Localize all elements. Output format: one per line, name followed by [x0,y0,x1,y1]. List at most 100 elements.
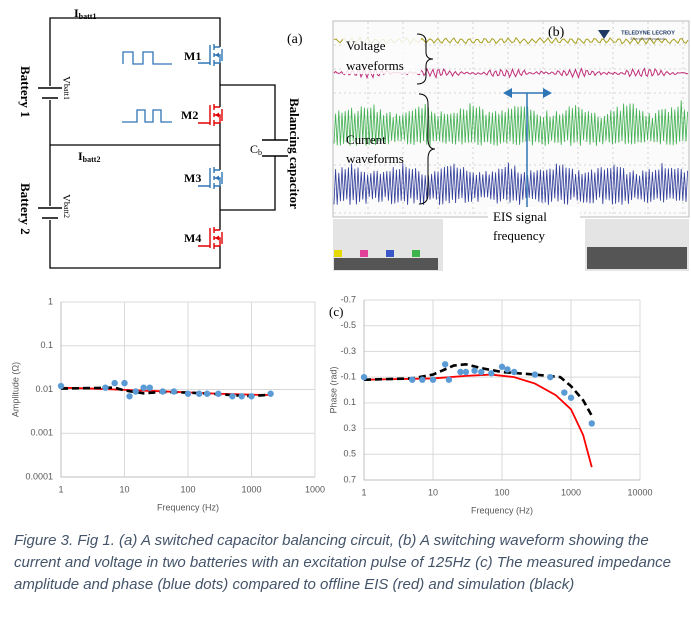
current-waveform [333,100,688,146]
axis [60,302,315,478]
symbol: V [60,76,72,84]
data-point [445,376,453,383]
panel-label: (c) [329,304,343,319]
data-point [462,368,470,376]
data-point [531,371,539,378]
data-point [248,393,255,400]
brand-logo [598,30,610,39]
capacitor-label: Cb [250,142,262,157]
phase-chart: -0.7 -0.5 -0.3 -0.1 0.1 0.3 0.5 0.7 1 10 100 1000 10… [328,294,652,515]
panel-label: (a) [287,32,303,47]
simulation-line [363,362,593,417]
mosfet-arrow [215,112,219,118]
voltage-label: Vbatt2 [60,194,72,218]
data-point [195,390,203,397]
brace [416,33,434,85]
subscript: batt1 [79,12,97,21]
data-point [409,376,416,383]
channel-swatch [334,250,342,257]
y-tick-label: 0.1 [40,340,53,350]
data-point [140,384,147,391]
x-tick-label: 10000 [627,487,652,497]
y-tick-label: 0.01 [35,384,53,394]
circuit [38,17,288,269]
battery-label: Battery 1 [18,66,33,118]
y-tick-label: 0.5 [343,449,356,459]
data-point [184,390,192,397]
y-tick-label: -0.7 [340,294,356,304]
battery-1 [38,86,62,100]
channel-swatch [360,250,368,257]
subscript: batt2 [62,202,71,218]
data-point [419,376,426,383]
y-tick-label: 0.7 [343,474,356,484]
data-point [478,368,485,376]
switch-label: M3 [184,171,201,185]
mosfet [198,104,223,126]
data-point [498,363,506,371]
brand-tagline: Everywhereyoulook [631,36,666,41]
channel-swatch [412,250,420,257]
symbol: I [78,149,83,163]
subscript: batt1 [62,84,71,100]
annotation: frequency [493,228,545,243]
label-backdrop [343,38,421,74]
battery-2 [38,206,62,220]
switch-label: M2 [181,108,198,122]
brace [418,93,436,205]
symbol: V [60,194,72,202]
x-axis-label: Frequency (Hz) [157,502,219,512]
data-point [111,379,118,387]
annotation: EIS signal [493,209,547,224]
data-point [471,367,478,374]
x-tick-label: 1000 [305,484,325,494]
channel-swatch [386,250,394,257]
y-tick-label: -0.5 [340,320,356,330]
subscript: b [258,148,262,157]
data-point [441,361,449,368]
subscript: batt2 [83,155,101,164]
pulse [122,51,172,65]
data-point [510,368,518,376]
data-point [547,373,554,381]
caption: Figure 3. Fig 1. (a) A switched capacito… [14,532,672,593]
data-point [588,420,595,427]
current-waveform [333,162,688,206]
data-point [567,394,575,401]
x-tick-label: 1 [58,484,63,494]
data-point [360,373,368,381]
data-point [488,370,495,377]
y-tick-label: 1 [48,296,53,306]
x-tick-label: 10 [428,487,438,497]
data-point [102,384,109,391]
x-tick-label: 10 [119,484,129,494]
y-tick-label: 0.3 [343,423,356,433]
y-axis-label: Phase (rad) [328,366,338,413]
y-tick-label: -0.1 [340,372,356,382]
x-tick-label: 1000 [561,487,581,497]
data-point [457,368,464,376]
x-tick-label: 100 [494,487,509,497]
symbol: C [250,142,258,156]
annotation: Current [346,132,386,147]
brand: TELEDYNE LECROY [621,30,675,36]
panel-label: (b) [548,25,565,40]
mosfet-arrow [215,52,219,58]
axis [363,300,640,481]
figure: Ibatt1 Ibatt2 Battery 1 Battery 2 Vbatt1… [10,6,690,515]
voltage-label: Vbatt1 [60,76,72,100]
wires [49,17,221,269]
label-backdrop [488,207,580,247]
annotation: Voltage [346,38,386,53]
data-point [132,388,139,395]
y-tick-label: -0.3 [340,346,356,356]
data-point [57,382,65,390]
data-point [215,390,222,397]
amplitude-chart: 0.0001 0.001 0.01 0.1 1 1 10 100 1000 1000 Frequen… [10,296,325,512]
data-point [504,366,511,373]
data-point [170,388,178,395]
cap-wires [220,84,276,211]
y-tick-label: 0.1 [343,397,356,407]
data-point [561,389,568,396]
symbol: I [74,6,79,20]
